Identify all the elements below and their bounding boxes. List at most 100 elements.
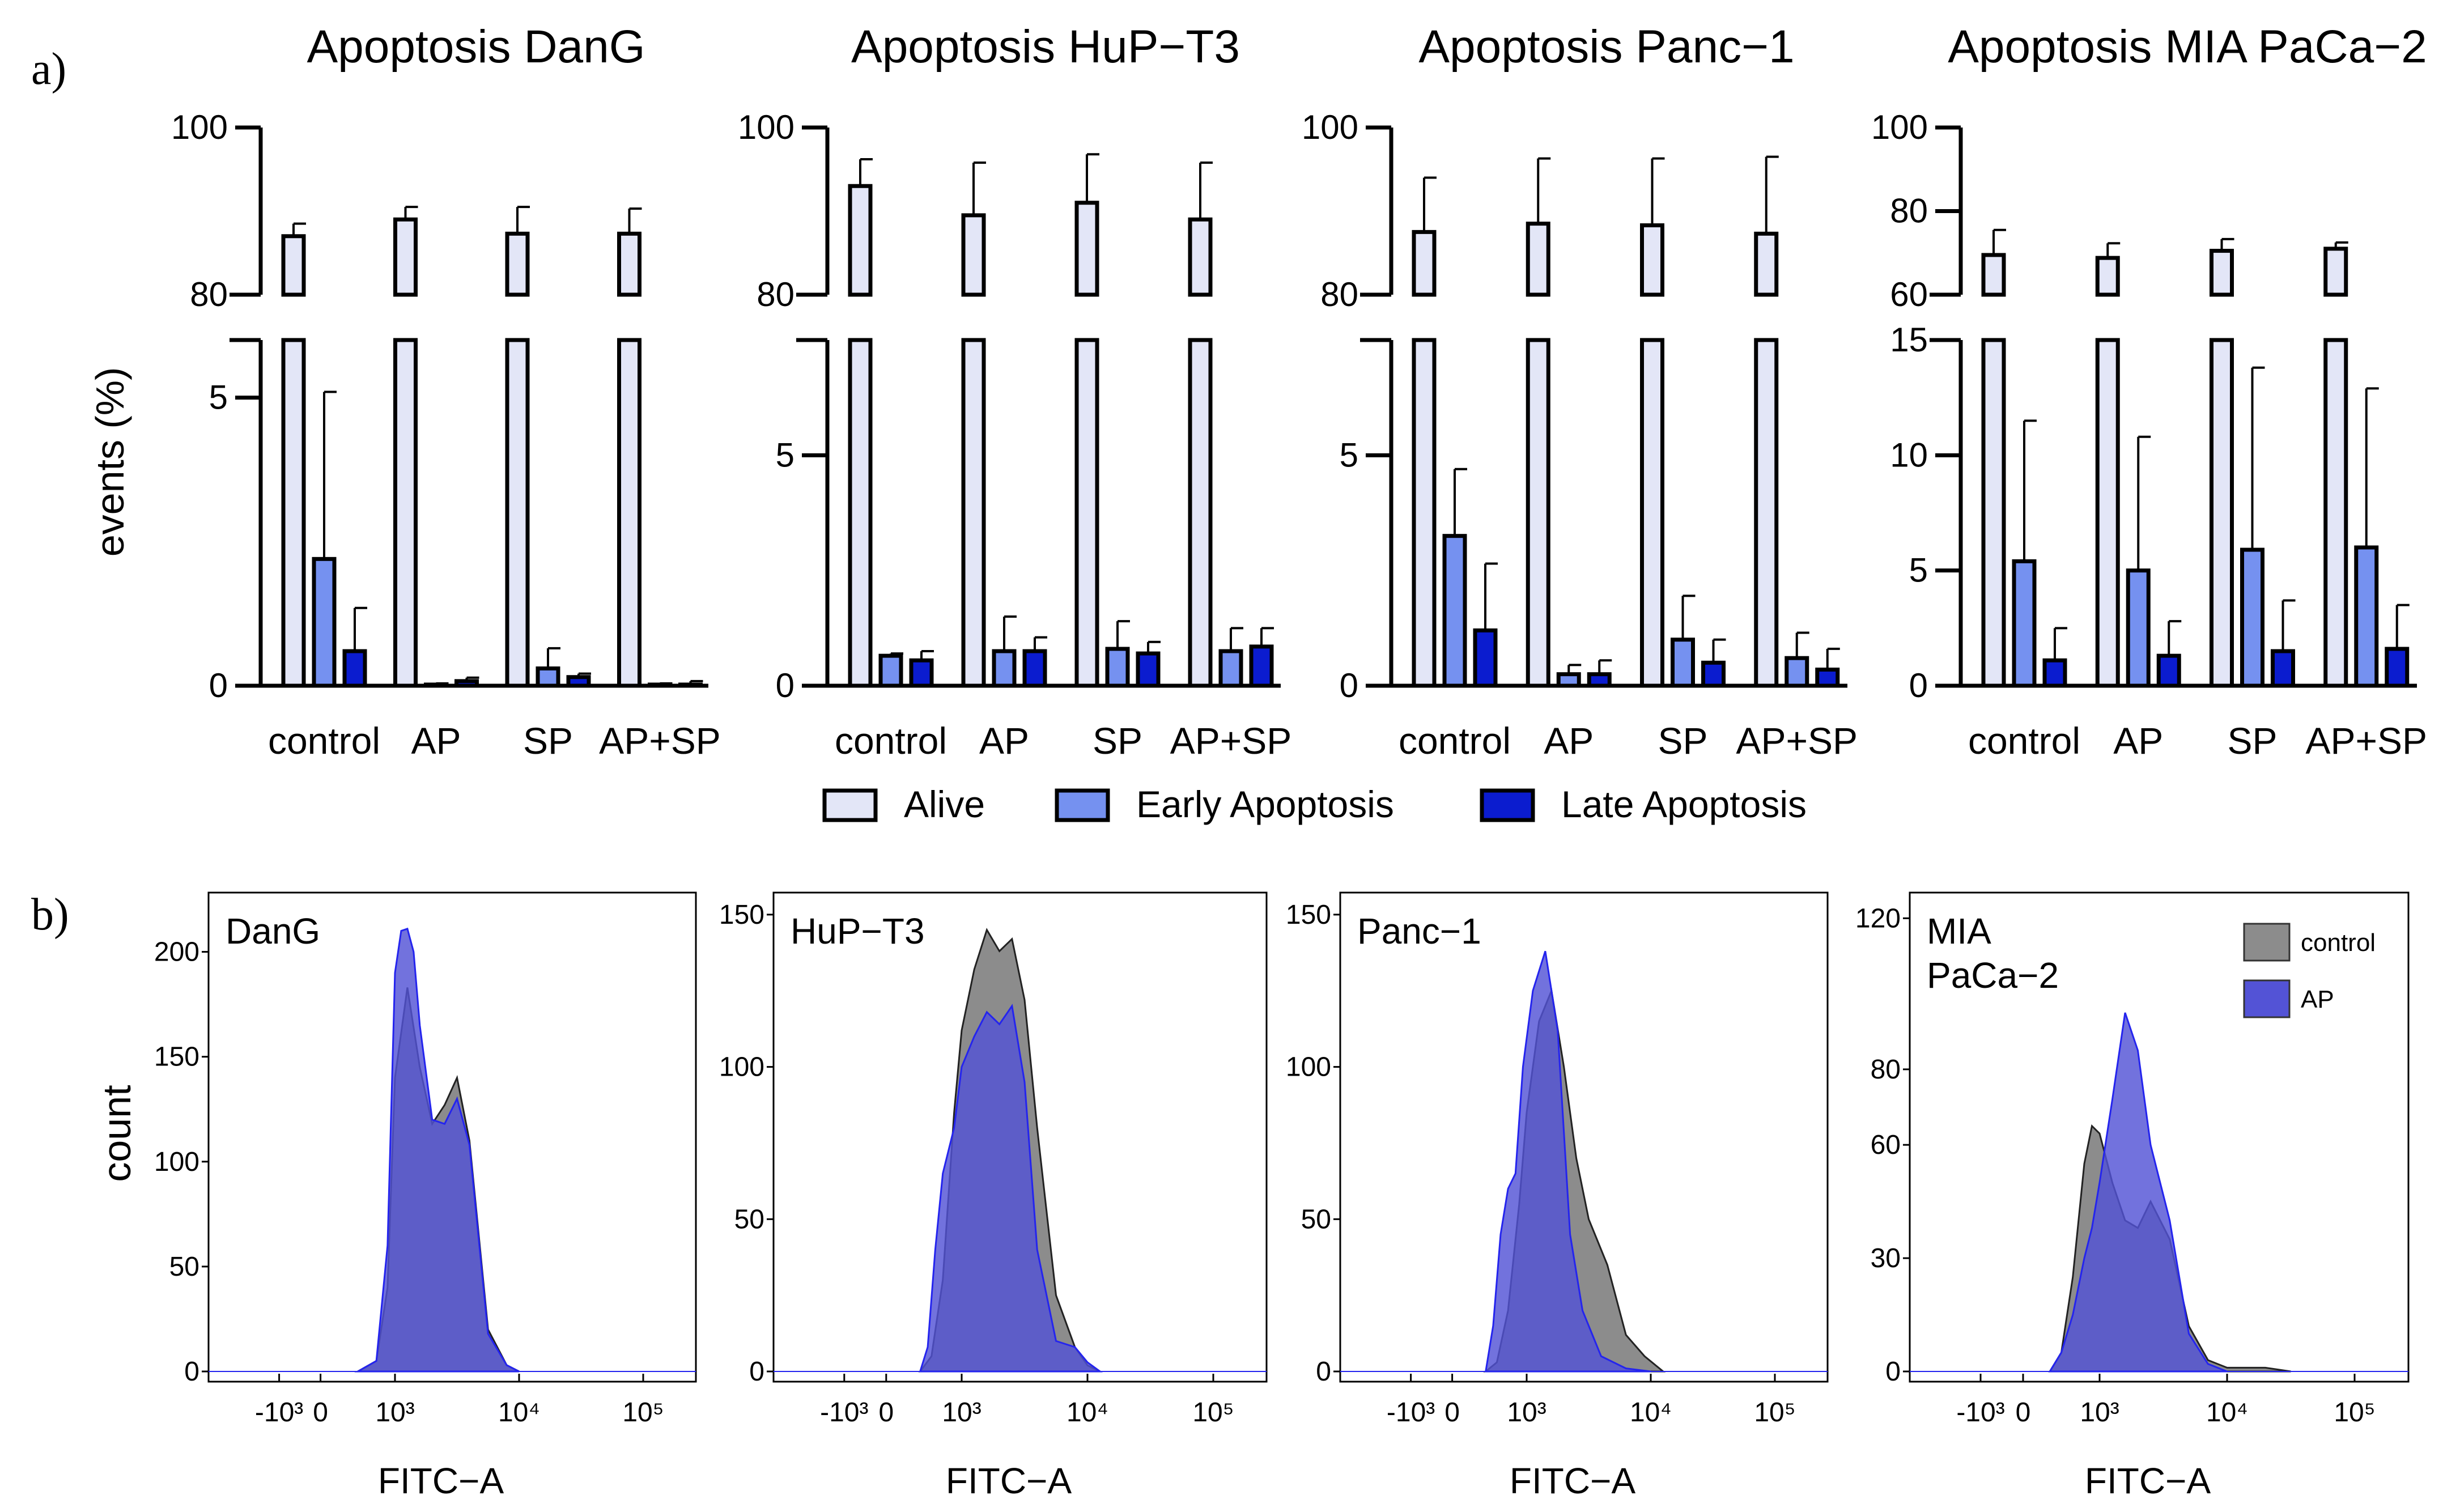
category-label: AP — [2113, 720, 2163, 762]
hist-y-tick-label: 0 — [184, 1357, 199, 1387]
chart-title: Apoptosis MIA PaCa−2 — [1948, 21, 2427, 73]
hist-sample-name-line: Panc−1 — [1357, 911, 1481, 952]
bar-early — [1671, 638, 1695, 688]
category-label: AP — [411, 720, 461, 762]
upper-tick-label: 100 — [738, 108, 794, 146]
upper-tick-label: 80 — [757, 275, 794, 313]
upper-tick-label: 60 — [1890, 275, 1928, 313]
hist-area-ap — [919, 1004, 1103, 1373]
legend-swatch — [822, 788, 878, 822]
category-label: SP — [1093, 720, 1142, 762]
hist-x-tick-label: 10⁴ — [1067, 1398, 1108, 1428]
chart-title: Apoptosis Panc−1 — [1418, 21, 1794, 73]
hist-sample-name: MIA PaCa−2 — [1927, 911, 2059, 996]
category-label: AP — [979, 720, 1029, 762]
hist-x-tick-label: 10⁵ — [2334, 1398, 2375, 1428]
bar-alive — [1981, 253, 2006, 297]
bar-late — [1249, 644, 1274, 688]
bar-legend: Alive Early Apoptosis Late Apoptosis — [822, 783, 1807, 825]
bar-early — [2354, 545, 2379, 688]
bar-alive-lower — [1412, 338, 1437, 688]
bar-late — [2385, 647, 2410, 688]
hist-x-tick-label: -10³ — [255, 1398, 303, 1428]
hist-sample-name: HuP−T3 — [791, 911, 925, 952]
bar-late — [2271, 649, 2295, 688]
hist-x-tick-label: 0 — [1444, 1398, 1460, 1428]
bar-early — [1556, 672, 1581, 688]
bar-alive — [393, 217, 418, 297]
bar-early — [2012, 559, 2037, 688]
hist-y-tick-label: 100 — [154, 1147, 199, 1177]
histogram-1: 0 50 100 150 200 -10³ 0 10³ 10⁴ 10⁵ FITC−A DanG — [154, 891, 697, 1501]
bar-late — [678, 682, 703, 688]
hist-x-tick-label: 10⁵ — [1754, 1398, 1795, 1428]
hist-x-axis-label: FITC−A — [946, 1460, 1072, 1501]
hist-area-ap — [354, 927, 520, 1373]
panel-label-b: b) — [31, 890, 69, 940]
bar-early — [878, 653, 903, 688]
bar-early — [992, 649, 1017, 688]
bar-alive — [1526, 222, 1550, 297]
hist-x-tick-label: 10⁴ — [1630, 1398, 1672, 1428]
bar-alive — [1754, 231, 1779, 297]
bar-late — [1701, 660, 1726, 688]
hist-x-axis-label: FITC−A — [1510, 1460, 1636, 1501]
category-label: AP+SP — [599, 720, 721, 762]
category-label: control — [835, 720, 947, 762]
plot-frame — [1909, 891, 2410, 1383]
bar-alive-lower — [848, 338, 873, 688]
bar-alive — [961, 213, 986, 297]
category-label: control — [268, 720, 380, 762]
bar-late — [1815, 668, 1840, 688]
legend-label: Alive — [904, 783, 985, 825]
lower-tick-label: 5 — [1909, 551, 1928, 589]
panel-label-a: a) — [31, 44, 66, 94]
bar-early — [1218, 649, 1243, 688]
bar-alive — [281, 234, 306, 297]
upper-tick-label: 80 — [1890, 192, 1928, 230]
legend-swatch — [1055, 788, 1110, 822]
hist-sample-name-line: HuP−T3 — [791, 911, 925, 952]
hist-x-tick-label: 10³ — [2080, 1398, 2119, 1428]
bar-late — [342, 649, 367, 688]
histogram-4: 0 30 60 80 120 -10³ 0 10³ 10⁴ 10⁵ FITC−A MIA PaCa−2 c… — [1855, 891, 2410, 1501]
hist-y-tick-label: 150 — [719, 900, 764, 930]
hist-x-tick-label: -10³ — [1387, 1398, 1435, 1428]
bar-late — [909, 658, 934, 688]
hist-sample-name: DanG — [226, 911, 320, 952]
hist-legend-swatch-ap — [2243, 979, 2291, 1018]
bar-alive — [2323, 247, 2348, 297]
hist-area-ap — [1484, 950, 1651, 1373]
upper-tick-label: 100 — [1871, 108, 1928, 146]
lower-tick-label: 0 — [1909, 666, 1928, 704]
bar-late — [566, 675, 591, 688]
bar-early — [2240, 547, 2264, 688]
bar-chart-2: Apoptosis HuP−T3 100 80 5 0 control AP SP AP+SP — [738, 21, 1291, 762]
bar-chart-1: Apoptosis DanG 100 80 5 0 control AP SP AP+SP — [171, 21, 721, 762]
bar-late — [2156, 653, 2181, 688]
bar-alive-lower — [2095, 338, 2120, 688]
lower-tick-label: 5 — [1340, 436, 1358, 474]
bar-early — [536, 666, 560, 688]
lower-tick-label: 0 — [776, 666, 794, 704]
hist-y-tick-label: 50 — [1301, 1204, 1331, 1234]
hist-x-axis-label: FITC−A — [378, 1460, 504, 1501]
hist-legend-label: AP — [2301, 986, 2334, 1013]
hist-y-tick-label: 150 — [1286, 900, 1331, 930]
lower-tick-label: 5 — [209, 379, 228, 417]
bar-early — [648, 682, 672, 688]
hist-y-tick-label: 80 — [1871, 1055, 1901, 1085]
lower-tick-label: 0 — [1340, 666, 1358, 704]
bar-alive-lower — [1074, 338, 1099, 688]
category-label: control — [1968, 720, 2080, 762]
bar-alive — [848, 184, 873, 297]
plot-frame — [207, 891, 697, 1383]
bar-early — [1785, 656, 1809, 688]
hist-y-tick-label: 0 — [749, 1357, 764, 1387]
category-label: SP — [523, 720, 573, 762]
bar-alive — [1074, 201, 1099, 297]
hist-sample-name: Panc−1 — [1357, 911, 1481, 952]
hist-y-tick-label: 120 — [1855, 903, 1901, 933]
bar-early — [424, 682, 448, 688]
